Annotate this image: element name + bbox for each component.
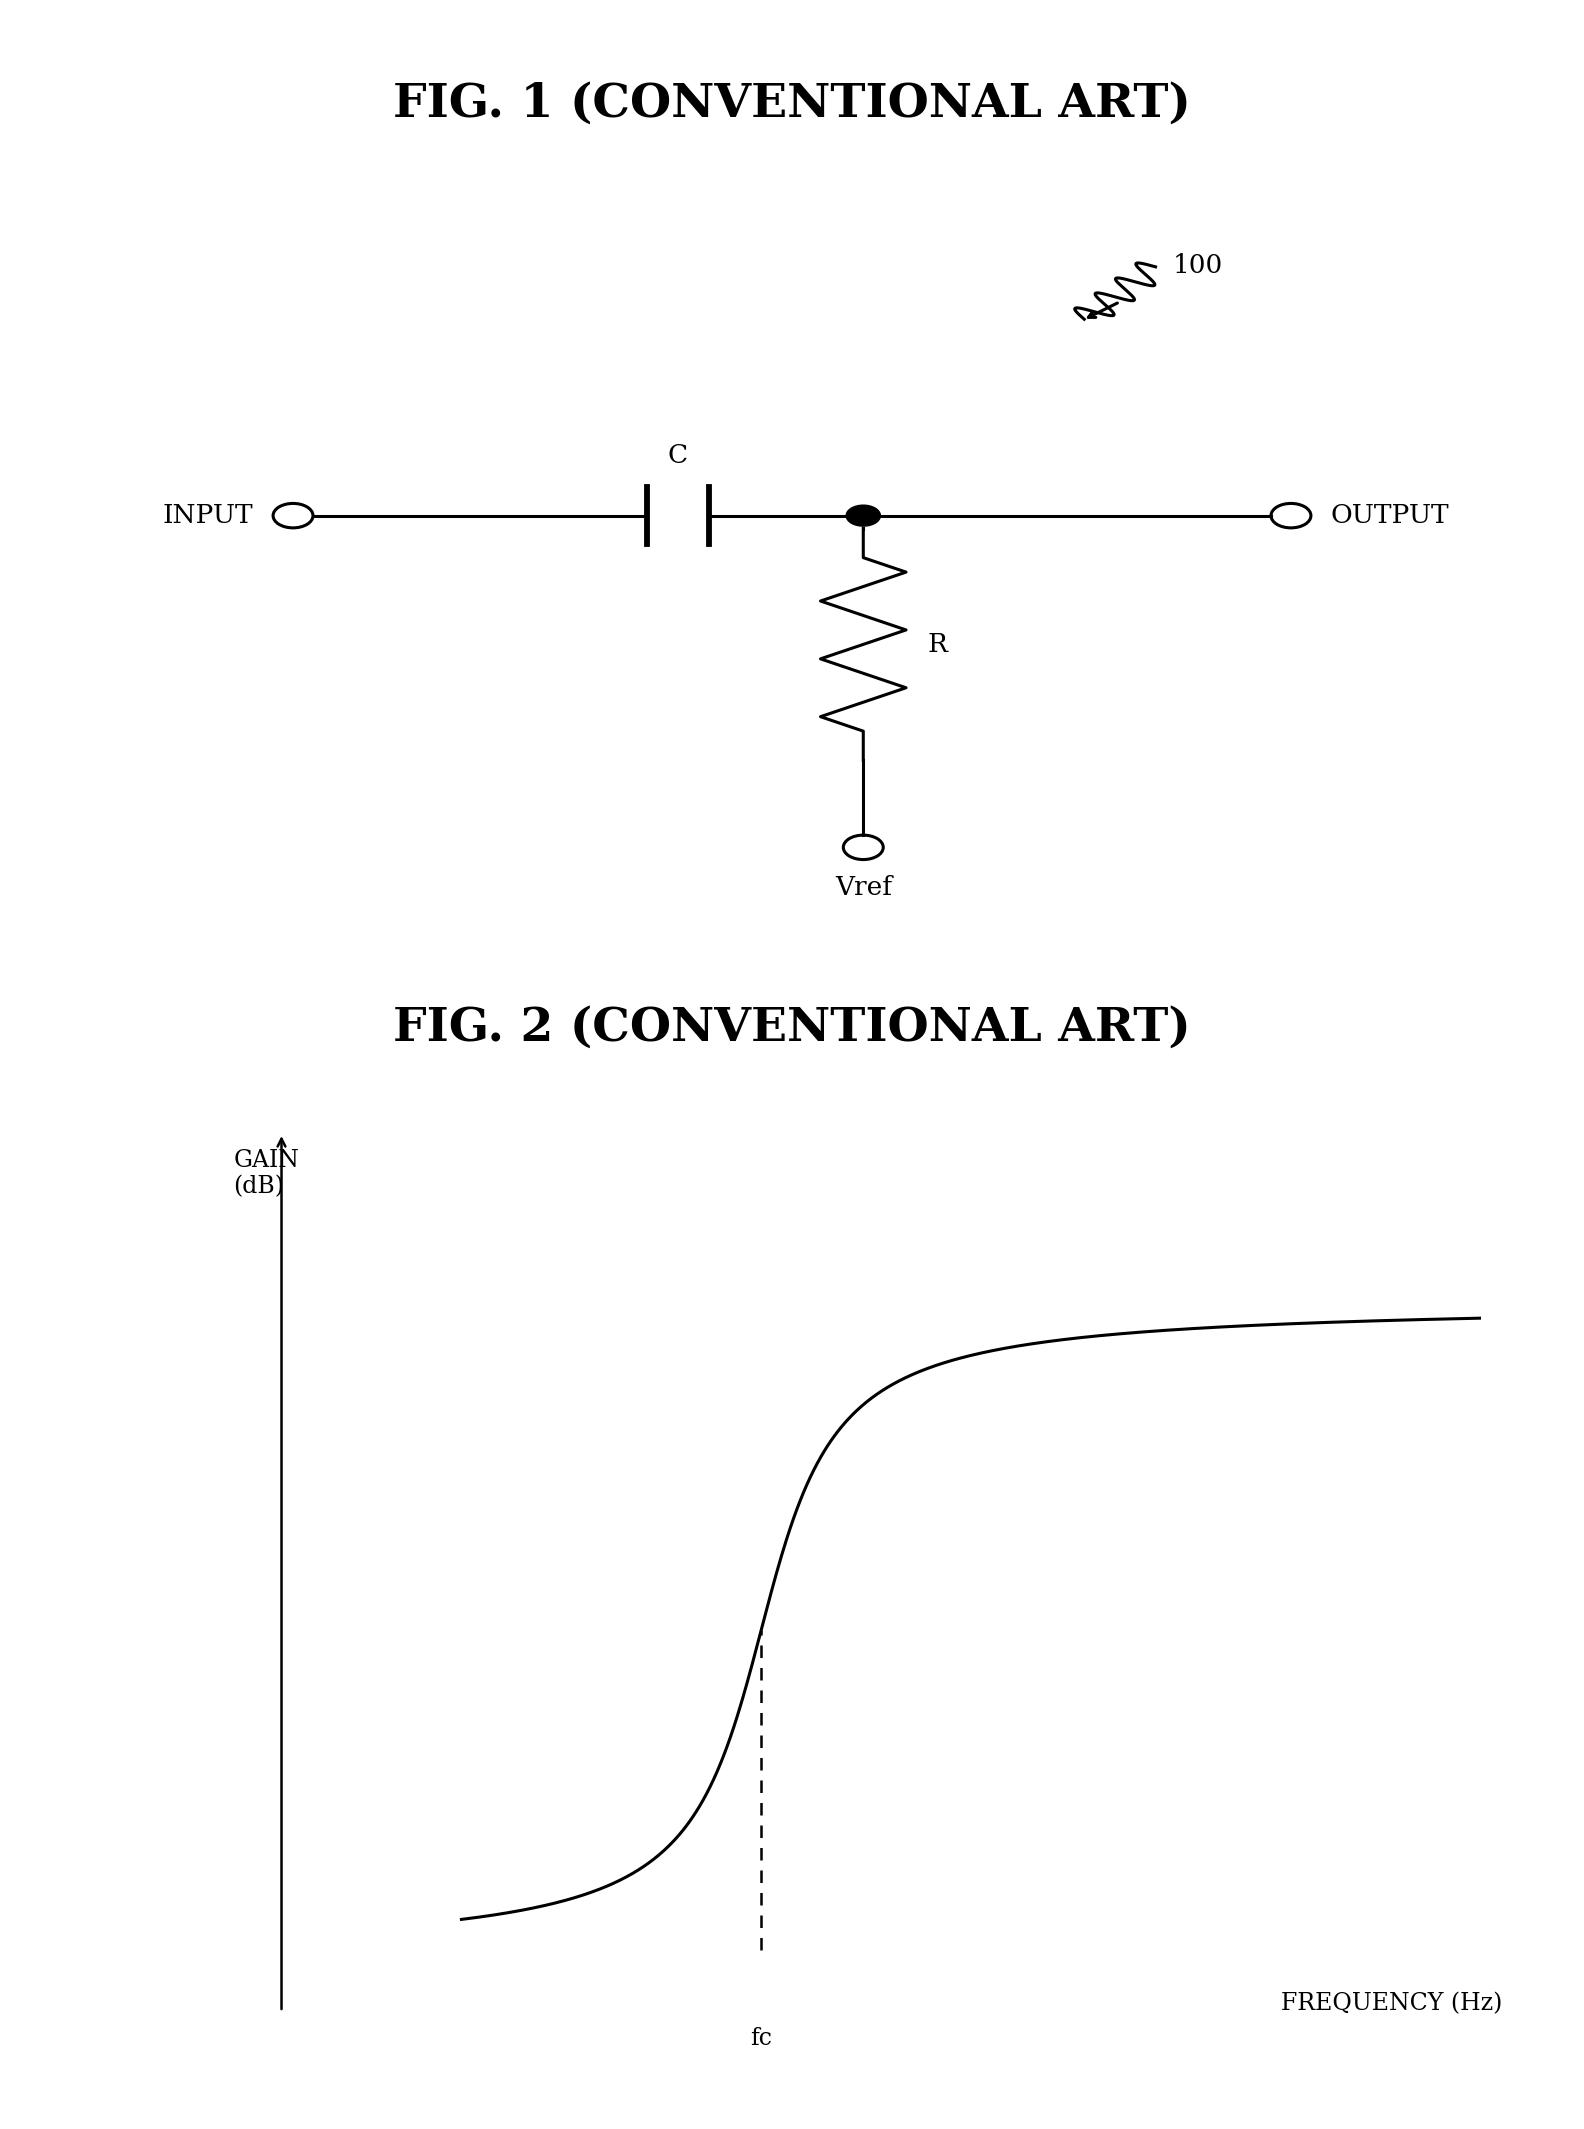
Text: fc: fc [751, 2027, 773, 2050]
Text: FIG. 1 (CONVENTIONAL ART): FIG. 1 (CONVENTIONAL ART) [393, 81, 1191, 128]
Text: 100: 100 [1172, 253, 1223, 277]
Text: FIG. 2 (CONVENTIONAL ART): FIG. 2 (CONVENTIONAL ART) [393, 1005, 1191, 1052]
Circle shape [846, 505, 881, 526]
Text: GAIN
(dB): GAIN (dB) [233, 1148, 299, 1199]
Text: R: R [928, 632, 947, 658]
Text: INPUT: INPUT [163, 502, 253, 528]
Text: FREQUENCY (Hz): FREQUENCY (Hz) [1281, 1993, 1503, 2016]
Text: C: C [668, 443, 687, 468]
Text: Vref: Vref [835, 875, 892, 901]
Text: OUTPUT: OUTPUT [1331, 502, 1449, 528]
